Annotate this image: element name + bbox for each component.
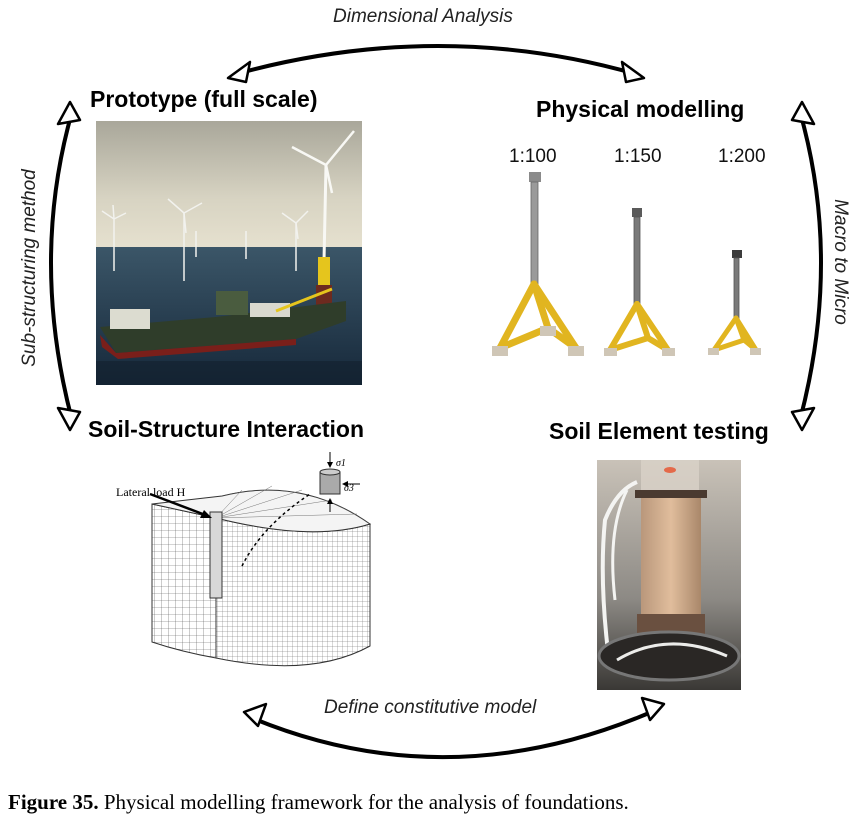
right-arrow — [798, 110, 823, 422]
bottom-arrow — [250, 708, 658, 760]
ssi-title: Soil-Structure Interaction — [88, 416, 365, 442]
top-arrow — [234, 44, 638, 76]
figure-label: Figure 35. — [8, 790, 99, 814]
tripod-1-150 — [604, 208, 675, 356]
top-arrow-label: Dimensional Analysis — [333, 6, 513, 27]
figure-caption-text: Physical modelling framework for the ana… — [98, 790, 629, 814]
physical-title: Physical modelling — [536, 96, 745, 122]
scale-label-1-200: 1:200 — [718, 146, 766, 167]
right-arrow-label: Macro to Micro — [830, 199, 851, 325]
sigma1-label: σ1 — [336, 458, 346, 469]
offshore-wind-farm-image — [96, 121, 362, 385]
sigma3-label: σ3 — [344, 483, 354, 494]
bottom-arrow-label: Define constitutive model — [324, 697, 537, 718]
lateral-load-label: Lateral load H — [116, 485, 186, 499]
scale-label-1-100: 1:100 — [509, 146, 557, 167]
left-arrow-label: Sub-structuring method — [19, 169, 40, 367]
figure-caption: Figure 35. Physical modelling framework … — [8, 790, 629, 815]
prototype-title: Prototype (full scale) — [90, 86, 318, 112]
scale-label-1-150: 1:150 — [614, 146, 662, 167]
triaxial-test-image — [597, 460, 741, 690]
tripod-models-image — [492, 172, 761, 356]
soil-mesh-diagram — [149, 452, 372, 667]
tripod-1-100 — [492, 172, 584, 356]
left-arrow — [49, 110, 74, 422]
element-title: Soil Element testing — [549, 418, 769, 444]
tripod-1-200 — [708, 250, 761, 355]
